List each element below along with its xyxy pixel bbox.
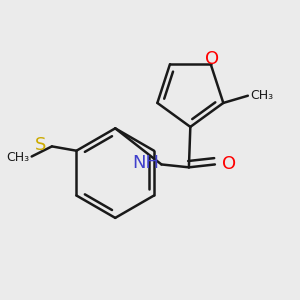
Text: CH₃: CH₃ [251,89,274,102]
Text: O: O [221,154,236,172]
Text: O: O [205,50,219,68]
Text: S: S [35,136,47,154]
Text: NH: NH [132,154,159,172]
Text: CH₃: CH₃ [6,151,29,164]
